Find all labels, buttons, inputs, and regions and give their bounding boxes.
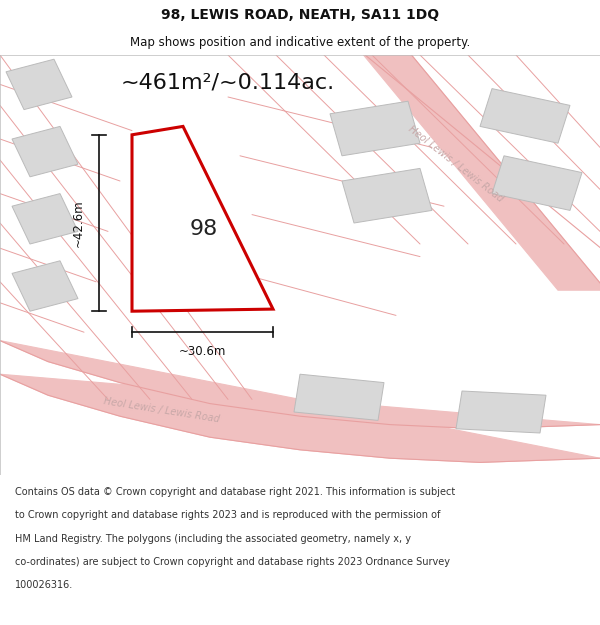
Text: ~30.6m: ~30.6m — [179, 344, 226, 357]
Text: Heol Lewis / Lewis Road: Heol Lewis / Lewis Road — [407, 124, 505, 204]
Text: ~461m²/~0.114ac.: ~461m²/~0.114ac. — [121, 72, 335, 92]
Polygon shape — [492, 156, 582, 211]
Text: 98: 98 — [190, 219, 218, 239]
Text: 98, LEWIS ROAD, NEATH, SA11 1DQ: 98, LEWIS ROAD, NEATH, SA11 1DQ — [161, 8, 439, 22]
Polygon shape — [12, 194, 78, 244]
Polygon shape — [294, 374, 384, 421]
Text: co-ordinates) are subject to Crown copyright and database rights 2023 Ordnance S: co-ordinates) are subject to Crown copyr… — [15, 557, 450, 567]
Polygon shape — [330, 101, 420, 156]
Polygon shape — [12, 126, 78, 177]
Polygon shape — [0, 341, 600, 462]
Polygon shape — [132, 126, 273, 311]
Text: 100026316.: 100026316. — [15, 580, 73, 590]
Polygon shape — [12, 261, 78, 311]
Text: ~42.6m: ~42.6m — [71, 199, 85, 247]
Text: to Crown copyright and database rights 2023 and is reproduced with the permissio: to Crown copyright and database rights 2… — [15, 510, 440, 520]
Text: Map shows position and indicative extent of the property.: Map shows position and indicative extent… — [130, 36, 470, 49]
Text: Heol Lewis / Lewis Road: Heol Lewis / Lewis Road — [103, 396, 221, 424]
Polygon shape — [456, 391, 546, 433]
Polygon shape — [480, 89, 570, 143]
Polygon shape — [342, 168, 432, 223]
Polygon shape — [6, 59, 72, 109]
Polygon shape — [360, 51, 600, 290]
Text: Contains OS data © Crown copyright and database right 2021. This information is : Contains OS data © Crown copyright and d… — [15, 487, 455, 497]
Text: HM Land Registry. The polygons (including the associated geometry, namely x, y: HM Land Registry. The polygons (includin… — [15, 534, 411, 544]
